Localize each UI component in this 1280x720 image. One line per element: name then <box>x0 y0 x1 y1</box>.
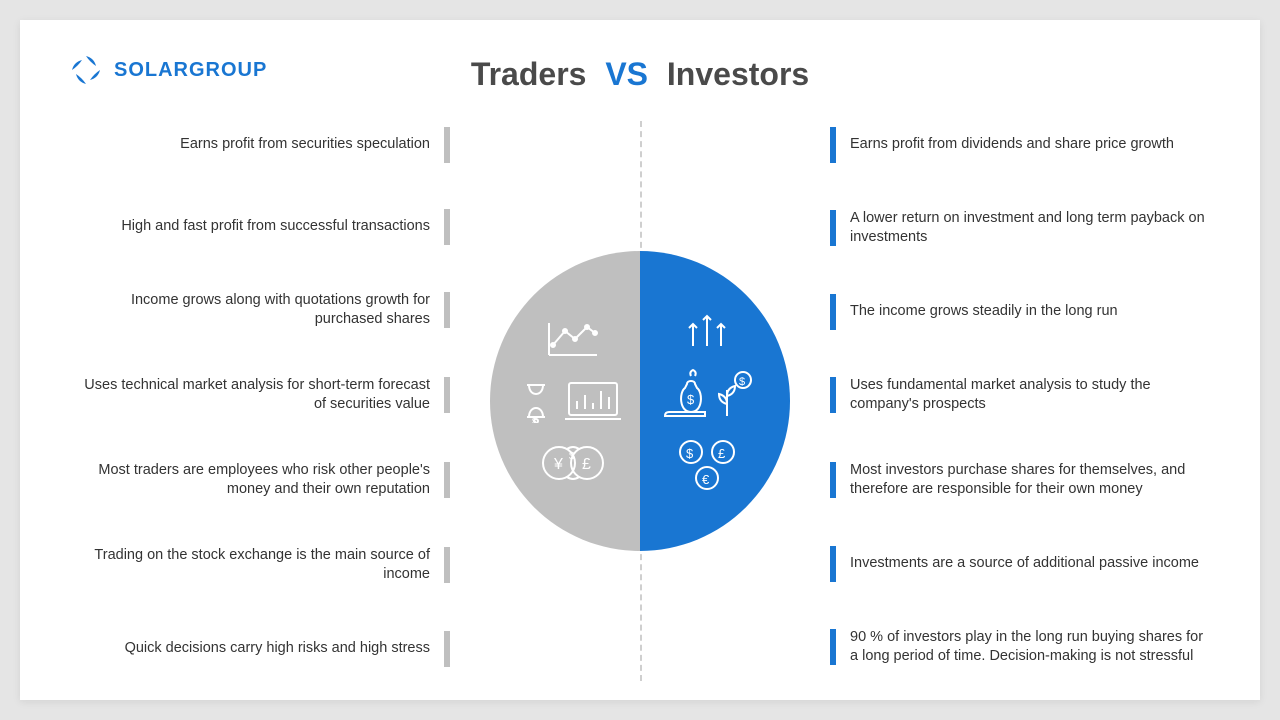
item-text: 90 % of investors play in the long run b… <box>850 628 1210 667</box>
item-text: Most investors purchase shares for thems… <box>850 461 1210 500</box>
investors-column: Earns profit from dividends and share pr… <box>830 121 1210 681</box>
svg-text:$: $ <box>739 376 745 388</box>
list-item: A lower return on investment and long te… <box>830 209 1210 248</box>
currency-exchange-icon: ¥ £ $ <box>537 441 609 485</box>
coin-circles-icon: $ £ € <box>667 438 747 492</box>
accent-bar <box>830 546 836 582</box>
list-item: The income grows steadily in the long ru… <box>830 294 1210 330</box>
item-text: Most traders are employees who risk othe… <box>70 461 430 500</box>
traders-column: Earns profit from securities speculation… <box>70 121 450 681</box>
circle-left-half: $ ¥ £ <box>490 251 640 551</box>
laptop-bars-icon <box>561 377 625 425</box>
item-text: Quick decisions carry high risks and hig… <box>125 639 430 659</box>
list-item: Earns profit from securities speculation <box>70 127 450 163</box>
list-item: Quick decisions carry high risks and hig… <box>70 631 450 667</box>
title-vs: VS <box>605 56 648 92</box>
list-item: Investments are a source of additional p… <box>830 546 1210 582</box>
item-text: A lower return on investment and long te… <box>850 209 1210 248</box>
item-text: Investments are a source of additional p… <box>850 554 1199 574</box>
list-item: Most traders are employees who risk othe… <box>70 461 450 500</box>
svg-text:¥: ¥ <box>553 456 563 473</box>
list-item: High and fast profit from successful tra… <box>70 209 450 245</box>
accent-bar <box>830 127 836 163</box>
svg-text:€: € <box>702 472 710 487</box>
hourglass-icon: $ <box>521 379 551 423</box>
item-text: Uses fundamental market analysis to stud… <box>850 376 1210 415</box>
item-text: High and fast profit from successful tra… <box>121 217 430 237</box>
list-item: Trading on the stock exchange is the mai… <box>70 546 450 585</box>
svg-text:$: $ <box>569 451 575 462</box>
list-item: 90 % of investors play in the long run b… <box>830 628 1210 667</box>
title-right: Investors <box>667 56 809 92</box>
item-text: The income grows steadily in the long ru… <box>850 302 1118 322</box>
money-bag-growth-icon: $ $ <box>657 366 757 422</box>
brand-logo: SOLARGROUP <box>68 52 267 88</box>
title-left: Traders <box>471 56 587 92</box>
accent-bar <box>830 377 836 413</box>
split-circle: $ ¥ £ <box>490 251 790 551</box>
infographic-card: SOLARGROUP Traders VS Investors Earns pr… <box>20 20 1260 700</box>
svg-text:$: $ <box>687 392 695 407</box>
list-item: Uses technical market analysis for short… <box>70 376 450 415</box>
accent-bar <box>830 629 836 665</box>
list-item: Earns profit from dividends and share pr… <box>830 127 1210 163</box>
line-chart-icon <box>543 317 603 361</box>
content-area: Earns profit from securities speculation… <box>70 121 1210 681</box>
accent-bar <box>830 210 836 246</box>
swirl-icon <box>68 52 104 88</box>
item-text: Earns profit from securities speculation <box>180 135 430 155</box>
item-text: Income grows along with quotations growt… <box>70 291 430 330</box>
list-item: Uses fundamental market analysis to stud… <box>830 376 1210 415</box>
brand-name: SOLARGROUP <box>114 59 267 82</box>
circle-right-half: $ $ $ £ <box>640 251 790 551</box>
svg-text:$: $ <box>686 446 694 461</box>
list-item: Most investors purchase shares for thems… <box>830 461 1210 500</box>
item-text: Earns profit from dividends and share pr… <box>850 135 1174 155</box>
accent-bar <box>830 294 836 330</box>
svg-text:$: $ <box>532 417 537 423</box>
svg-text:£: £ <box>718 446 726 461</box>
item-text: Uses technical market analysis for short… <box>70 376 430 415</box>
accent-bar <box>830 462 836 498</box>
list-item: Income grows along with quotations growt… <box>70 291 450 330</box>
item-text: Trading on the stock exchange is the mai… <box>70 546 430 585</box>
svg-text:£: £ <box>582 456 591 473</box>
center-circle-area: $ ¥ £ <box>450 121 830 681</box>
arrows-up-icon <box>679 310 735 350</box>
